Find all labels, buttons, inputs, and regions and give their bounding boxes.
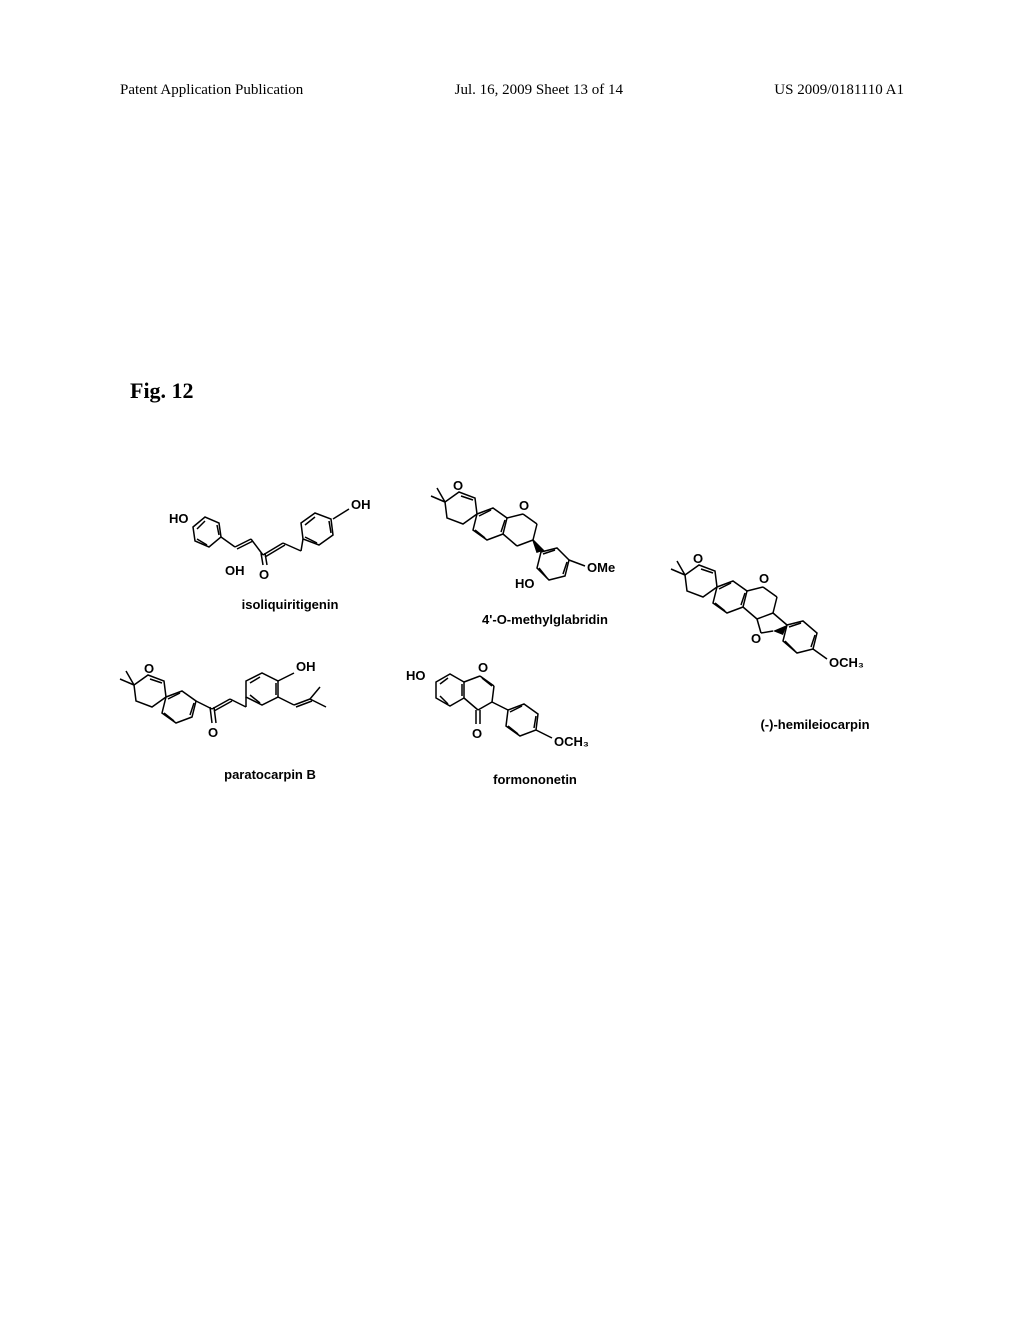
structure-formononetin: HO O O OCH₃ xyxy=(400,640,640,770)
atom-och3: OCH₃ xyxy=(829,655,864,670)
atom-ho: HO xyxy=(169,511,189,526)
page-header: Patent Application Publication Jul. 16, … xyxy=(120,82,904,99)
structure-paratocarpin: O O OH xyxy=(110,635,390,765)
label-paratocarpin: paratocarpin B xyxy=(150,767,390,782)
label-isoliquiritigenin: isoliquiritigenin xyxy=(185,597,395,612)
atom-ome: OMe xyxy=(587,560,615,575)
atom-o: O xyxy=(259,567,269,582)
atom-o1: O xyxy=(693,551,703,566)
atom-oh1: OH xyxy=(351,497,371,512)
atom-oh: OH xyxy=(296,659,316,674)
molecule-isoliquiritigenin: HO OH O OH isoliquiritigenin xyxy=(165,465,395,612)
atom-o2: O xyxy=(759,571,769,586)
structure-methylglabridin: O O HO OMe xyxy=(415,460,645,610)
header-date-sheet: Jul. 16, 2009 Sheet 13 of 14 xyxy=(455,82,623,99)
atom-och3: OCH₃ xyxy=(554,734,589,749)
atom-o2: O xyxy=(519,498,529,513)
label-formononetin: formononetin xyxy=(430,772,640,787)
atom-o1: O xyxy=(144,661,154,676)
atom-o1: O xyxy=(453,478,463,493)
label-hemileiocarpin: (-)-hemileiocarpin xyxy=(725,717,905,732)
atom-oh2: OH xyxy=(225,563,245,578)
atom-ho: HO xyxy=(406,668,426,683)
atom-o1: O xyxy=(478,660,488,675)
molecule-formononetin: HO O O OCH₃ formononetin xyxy=(400,640,640,787)
figure-label: Fig. 12 xyxy=(130,378,194,404)
molecule-methylglabridin: O O HO OMe 4'-O-methylglabridin xyxy=(415,460,645,627)
molecule-hemileiocarpin: O O O OCH₃ (-)-hemileiocarpin xyxy=(655,535,905,732)
atom-o2: O xyxy=(472,726,482,741)
molecules-panel: HO OH O OH isoliquiritigenin xyxy=(110,460,930,820)
structure-hemileiocarpin: O O O OCH₃ xyxy=(655,535,905,715)
atom-o3: O xyxy=(751,631,761,646)
label-methylglabridin: 4'-O-methylglabridin xyxy=(445,612,645,627)
header-publication: Patent Application Publication xyxy=(120,82,303,99)
header-patent-number: US 2009/0181110 A1 xyxy=(774,82,904,99)
atom-o2: O xyxy=(208,725,218,740)
molecule-paratocarpin: O O OH paratocarpin B xyxy=(110,635,390,782)
structure-isoliquiritigenin: HO OH O OH xyxy=(165,465,395,595)
atom-ho: HO xyxy=(515,576,535,591)
